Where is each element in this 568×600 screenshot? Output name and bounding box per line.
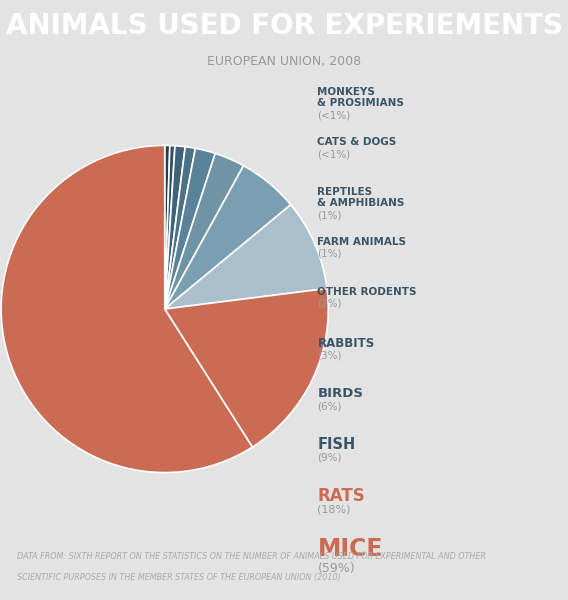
Text: REPTILES
& AMPHIBIANS: REPTILES & AMPHIBIANS	[318, 187, 405, 208]
Wedge shape	[165, 146, 185, 309]
Wedge shape	[165, 148, 215, 309]
Text: (9%): (9%)	[318, 453, 342, 463]
Wedge shape	[165, 145, 170, 309]
Text: FISH: FISH	[318, 437, 356, 452]
Text: (59%): (59%)	[318, 562, 355, 575]
Wedge shape	[165, 154, 244, 309]
Wedge shape	[165, 145, 175, 309]
Text: EUROPEAN UNION, 2008: EUROPEAN UNION, 2008	[207, 55, 361, 68]
Wedge shape	[165, 205, 327, 309]
Text: (<1%): (<1%)	[318, 111, 350, 121]
Wedge shape	[165, 147, 195, 309]
Text: OTHER RODENTS: OTHER RODENTS	[318, 287, 417, 297]
Text: FARM ANIMALS: FARM ANIMALS	[318, 237, 406, 247]
Text: (18%): (18%)	[318, 505, 351, 515]
Text: RATS: RATS	[318, 487, 365, 505]
Text: SCIENTIFIC PURPOSES IN THE MEMBER STATES OF THE EUROPEAN UNION (2010): SCIENTIFIC PURPOSES IN THE MEMBER STATES…	[17, 573, 341, 582]
Wedge shape	[165, 166, 291, 309]
Wedge shape	[1, 145, 252, 473]
Text: ANIMALS USED FOR EXPERIEMENTS: ANIMALS USED FOR EXPERIEMENTS	[6, 12, 562, 40]
Text: (1%): (1%)	[318, 211, 342, 221]
Text: (<1%): (<1%)	[318, 149, 350, 159]
Text: (3%): (3%)	[318, 350, 342, 360]
Text: RABBITS: RABBITS	[318, 337, 375, 350]
Text: (2%): (2%)	[318, 299, 342, 309]
Text: DATA FROM: SIXTH REPORT ON THE STATISTICS ON THE NUMBER OF ANIMALS USED FOR EXPE: DATA FROM: SIXTH REPORT ON THE STATISTIC…	[17, 552, 486, 561]
Text: BIRDS: BIRDS	[318, 387, 364, 400]
Wedge shape	[165, 289, 328, 447]
Text: (6%): (6%)	[318, 401, 342, 412]
Text: (1%): (1%)	[318, 249, 342, 259]
Text: MONKEYS
& PROSIMIANS: MONKEYS & PROSIMIANS	[318, 88, 404, 108]
Text: MICE: MICE	[318, 536, 383, 560]
Text: CATS & DOGS: CATS & DOGS	[318, 137, 396, 147]
